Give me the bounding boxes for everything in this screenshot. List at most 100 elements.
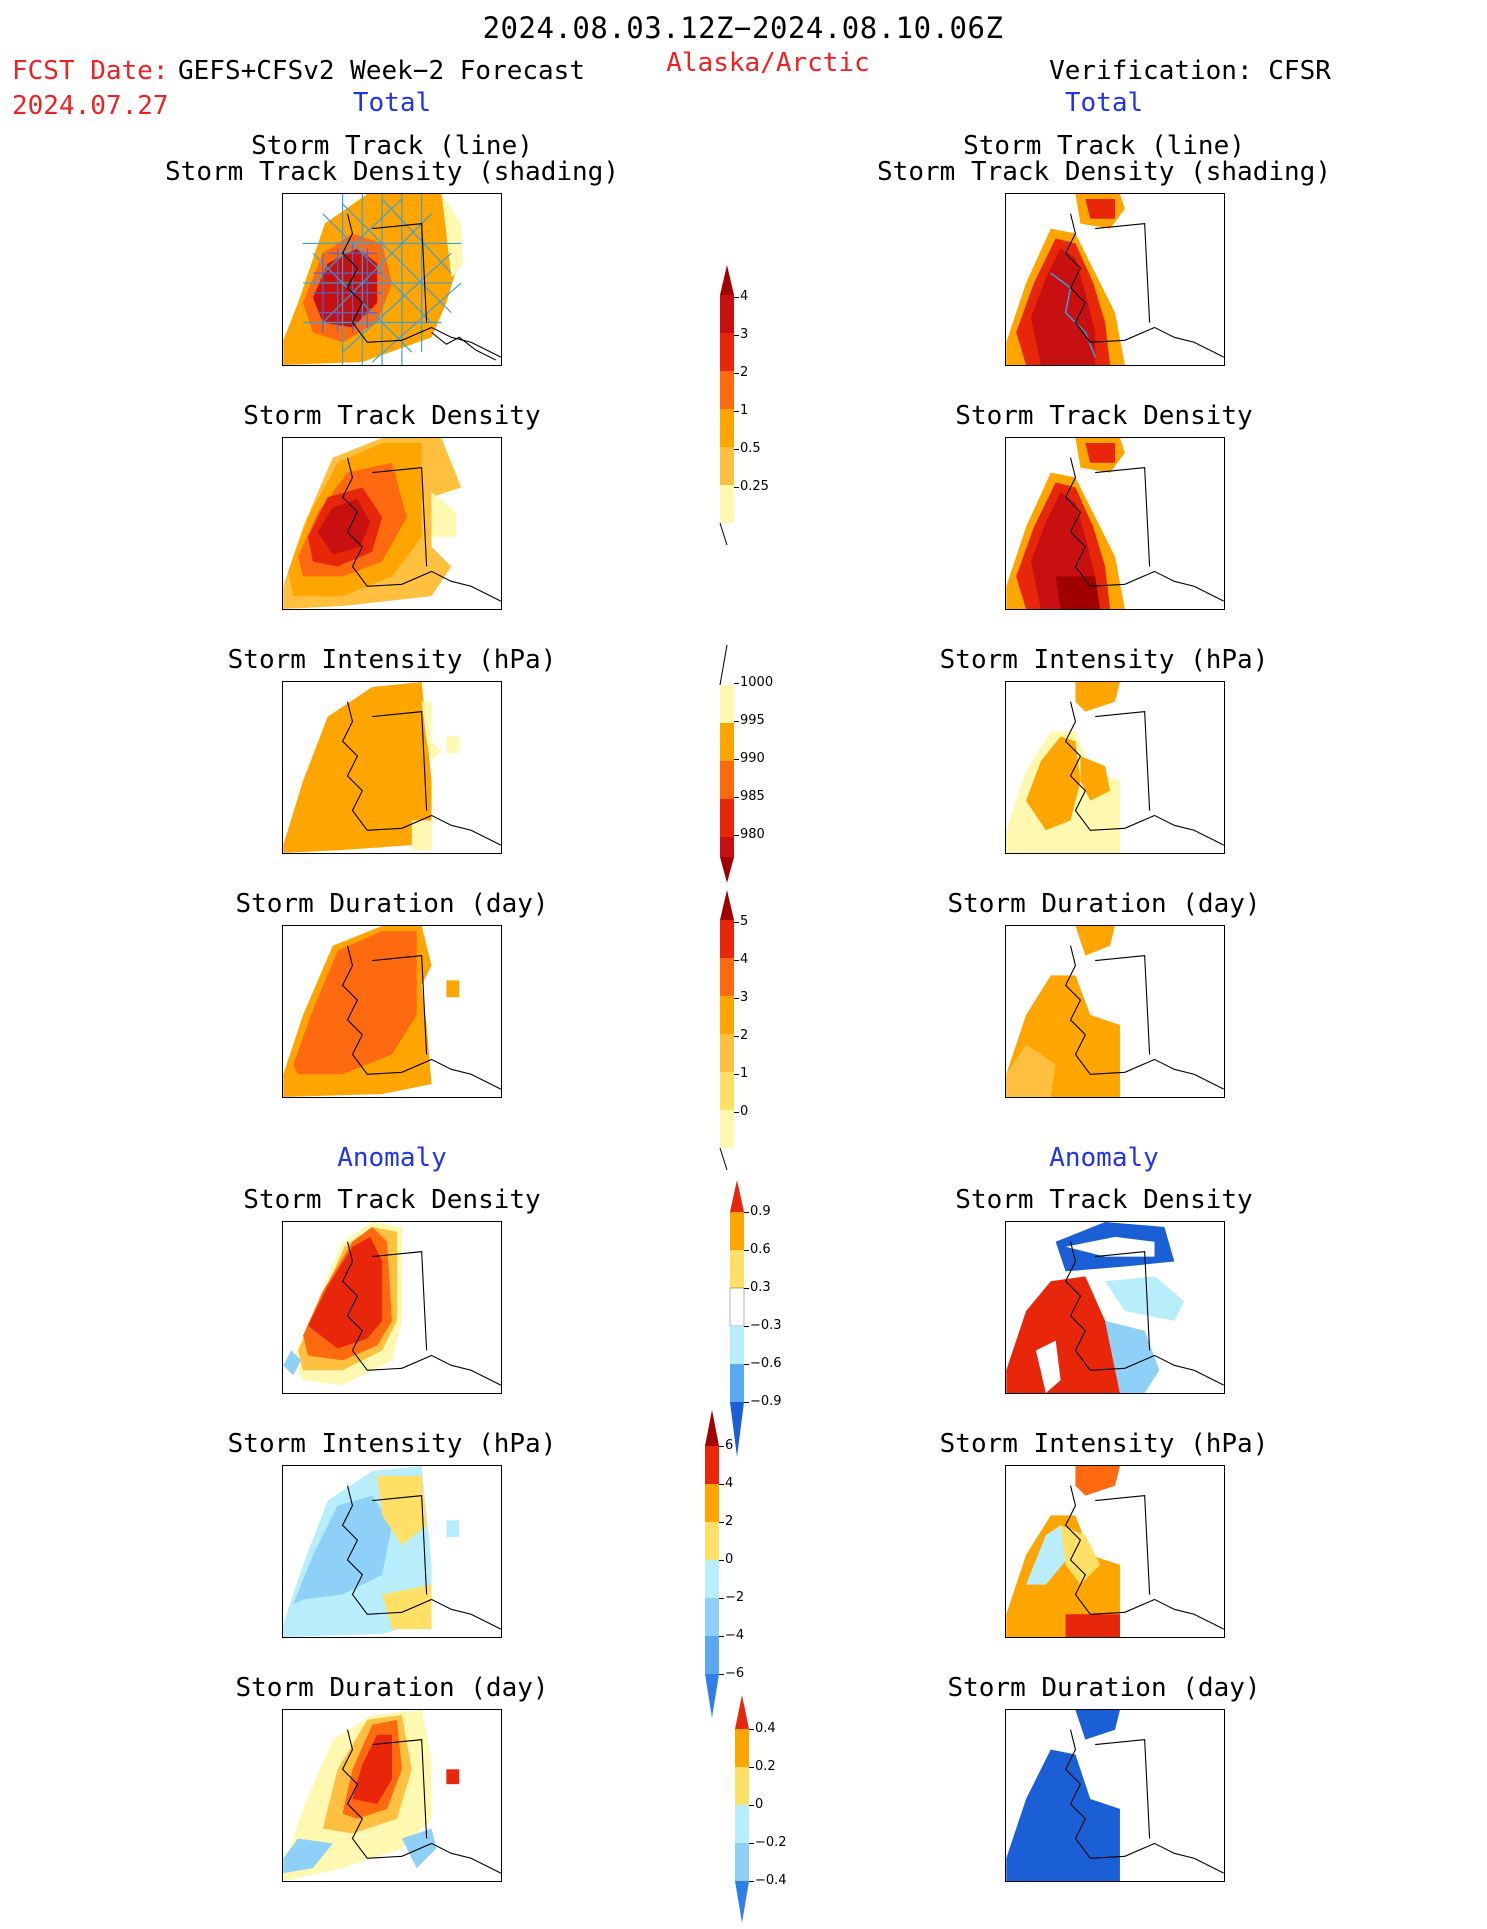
tick-label: 4 xyxy=(740,952,749,967)
tick-mark xyxy=(734,797,739,798)
title-r1-l2-left: Storm Track Density (shading) xyxy=(165,157,619,187)
region-title: Alaska/Arctic xyxy=(666,48,870,78)
tick-mark xyxy=(734,960,739,961)
fcst-date-label: FCST Date: xyxy=(12,56,169,86)
tick-mark xyxy=(734,411,739,412)
track-lines-dark xyxy=(312,243,383,333)
colorbar-duration-total xyxy=(719,890,800,1174)
map-track-total-verif xyxy=(1005,193,1225,366)
title-r1-l1-left: Storm Track (line) xyxy=(251,131,533,161)
map-density-total-verif xyxy=(1005,437,1225,610)
tick-label: 0.9 xyxy=(750,1204,771,1219)
tick-mark xyxy=(744,1212,749,1213)
shade-y1 xyxy=(441,194,464,279)
tick-label: 0.5 xyxy=(740,441,761,456)
map-track-total-fcst xyxy=(282,193,502,366)
map-duration-anom-fcst xyxy=(282,1709,502,1882)
tick-mark xyxy=(719,1484,724,1485)
tick-label: 2 xyxy=(725,1514,734,1529)
tick-label: −4 xyxy=(725,1628,745,1643)
tick-label: −0.6 xyxy=(750,1356,782,1371)
tick-label: 5 xyxy=(740,914,749,929)
tick-label: 0 xyxy=(755,1797,764,1812)
tick-mark xyxy=(719,1636,724,1637)
verification-label: Verification: CFSR xyxy=(1049,56,1331,86)
title-r2-right: Storm Track Density xyxy=(955,401,1253,431)
tick-mark xyxy=(734,759,739,760)
title-r4-left: Storm Duration (day) xyxy=(235,889,549,919)
map-intensity-anom-verif xyxy=(1005,1465,1225,1638)
tick-mark xyxy=(734,721,739,722)
tick-mark xyxy=(744,1326,749,1327)
map-duration-total-verif xyxy=(1005,925,1225,1098)
tick-mark xyxy=(734,449,739,450)
tick-mark xyxy=(749,1805,754,1806)
tick-mark xyxy=(744,1250,749,1251)
tick-mark xyxy=(734,487,739,488)
tick-mark xyxy=(749,1881,754,1882)
tick-label: 0.25 xyxy=(740,479,769,494)
tick-label: −0.3 xyxy=(750,1318,782,1333)
tick-label: 3 xyxy=(740,327,749,342)
tick-mark xyxy=(749,1843,754,1844)
colorbar-intensity-total xyxy=(719,644,800,889)
tick-mark xyxy=(719,1598,724,1599)
fcst-date: 2024.07.27 xyxy=(12,91,169,121)
colorbar-duration-anomaly xyxy=(735,1695,815,1929)
tick-label: −0.4 xyxy=(755,1873,787,1888)
tick-mark xyxy=(734,297,739,298)
title-r4-right: Storm Duration (day) xyxy=(947,889,1261,919)
tick-mark xyxy=(719,1522,724,1523)
tick-label: 1 xyxy=(740,403,749,418)
tick-mark xyxy=(734,1112,739,1113)
total-label-left: Total xyxy=(352,88,432,118)
tick-mark xyxy=(749,1729,754,1730)
map-duration-total-fcst xyxy=(282,925,502,1098)
colorbar-intensity-anomaly xyxy=(705,1410,785,1724)
map-density-anom-verif xyxy=(1005,1221,1225,1394)
tick-label: 4 xyxy=(740,289,749,304)
tick-label: 990 xyxy=(740,751,765,766)
anomaly-label-left: Anomaly xyxy=(337,1143,447,1173)
tick-mark xyxy=(734,1036,739,1037)
tick-label: −0.2 xyxy=(755,1835,787,1850)
tick-mark xyxy=(719,1560,724,1561)
tick-label: 1000 xyxy=(740,675,774,690)
tick-mark xyxy=(734,683,739,684)
tick-label: 985 xyxy=(740,789,765,804)
tick-mark xyxy=(734,835,739,836)
valid-period-title: 2024.08.03.12Z−2024.08.10.06Z xyxy=(482,11,1004,45)
tick-label: 3 xyxy=(740,990,749,1005)
title-r2-left: Storm Track Density xyxy=(243,401,541,431)
title-r5-right: Storm Track Density xyxy=(955,1185,1253,1215)
tick-mark xyxy=(744,1402,749,1403)
title-r7-left: Storm Duration (day) xyxy=(235,1673,549,1703)
track-lines xyxy=(303,194,462,365)
anomaly-label-right: Anomaly xyxy=(1049,1143,1159,1173)
colorbar-track-density-anomaly xyxy=(729,1180,810,1464)
total-label-right: Total xyxy=(1064,88,1144,118)
tick-mark xyxy=(734,1074,739,1075)
tick-label: 2 xyxy=(740,365,749,380)
title-r1-l1-right: Storm Track (line) xyxy=(963,131,1245,161)
title-r7-right: Storm Duration (day) xyxy=(947,1673,1261,1703)
tick-label: −0.9 xyxy=(750,1394,782,1409)
tick-mark xyxy=(744,1364,749,1365)
tick-mark xyxy=(734,922,739,923)
tick-label: 995 xyxy=(740,713,765,728)
tick-label: −2 xyxy=(725,1590,745,1605)
tick-mark xyxy=(719,1674,724,1675)
tick-label: 6 xyxy=(725,1438,734,1453)
tick-label: 0.3 xyxy=(750,1280,771,1295)
map-duration-anom-verif xyxy=(1005,1709,1225,1882)
tick-mark xyxy=(749,1767,754,1768)
tick-mark xyxy=(734,335,739,336)
title-r1-l2-right: Storm Track Density (shading) xyxy=(877,157,1331,187)
tick-label: 0 xyxy=(725,1552,734,1567)
title-r6-right: Storm Intensity (hPa) xyxy=(939,1429,1269,1459)
tick-label: 0 xyxy=(740,1104,749,1119)
tick-label: 0.6 xyxy=(750,1242,771,1257)
coastline xyxy=(341,213,501,361)
title-r5-left: Storm Track Density xyxy=(243,1185,541,1215)
tick-mark xyxy=(734,998,739,999)
